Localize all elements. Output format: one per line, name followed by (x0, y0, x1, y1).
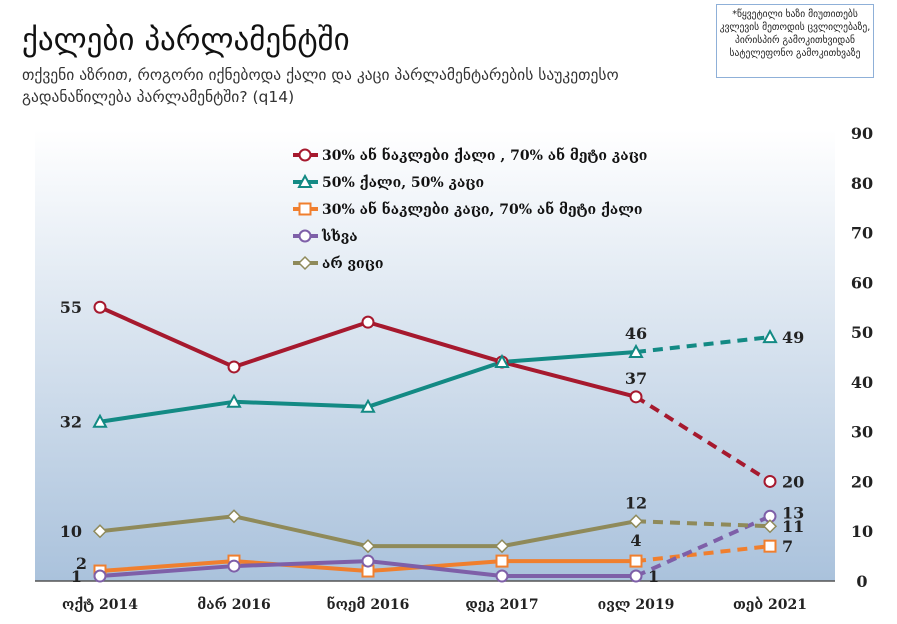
y-tick-label: 40 (851, 373, 873, 392)
x-tick-label: დეკ 2017 (465, 597, 538, 613)
data-point (629, 569, 643, 583)
data-label: 37 (625, 369, 647, 388)
data-label: 20 (782, 472, 804, 491)
series-dashed-line (635, 335, 771, 355)
data-point (92, 413, 108, 428)
data-point (494, 353, 510, 368)
x-tick-label: ნოემ 2016 (327, 596, 410, 613)
data-label: 32 (60, 413, 82, 432)
legend-marker (297, 255, 313, 271)
data-point (227, 360, 241, 374)
data-label: 46 (625, 324, 647, 343)
plot-area (35, 130, 835, 581)
legend-marker (298, 148, 312, 162)
data-label: 1 (648, 567, 659, 586)
data-point (494, 539, 510, 554)
data-label: 49 (782, 328, 804, 347)
data-label: 55 (60, 298, 82, 317)
y-tick-label: 30 (851, 423, 873, 442)
legend-label: არ ვიცი (322, 256, 383, 272)
data-point (495, 569, 509, 583)
series-dashed-line (635, 519, 771, 529)
data-label: 12 (625, 493, 647, 512)
legend-label: 30% ან ნაკლები ქალი , 70% ან მეტი კაცი (322, 147, 647, 164)
data-point (361, 315, 375, 329)
data-label: 2 (76, 554, 87, 573)
y-tick-label: 10 (851, 522, 873, 541)
y-tick-label: 60 (851, 273, 873, 292)
y-tick-label: 80 (851, 174, 873, 193)
legend-label: 50% ქალი, 50% კაცი (322, 175, 484, 191)
series-dashed-line (634, 395, 772, 484)
x-tick-label: მარ 2016 (197, 597, 270, 613)
data-point (93, 569, 107, 583)
data-label: 13 (782, 503, 804, 522)
data-label: 11 (782, 517, 804, 536)
page-title: ქალები პარლამენტში (22, 22, 350, 58)
legend-label: 30% ან ნაკლები კაცი, 70% ან მეტი ქალი (322, 201, 643, 218)
legend-marker (297, 173, 313, 188)
data-point (361, 554, 375, 568)
data-label: 1 (71, 567, 82, 586)
x-tick-label: ოქტ 2014 (62, 597, 138, 613)
data-point (92, 524, 108, 539)
data-point (226, 393, 242, 408)
y-tick-label: 0 (856, 572, 867, 591)
data-point (227, 559, 241, 573)
legend-marker (298, 202, 312, 216)
data-label: 4 (630, 531, 641, 550)
data-point (226, 509, 242, 524)
data-point (762, 329, 778, 344)
data-point (360, 398, 376, 413)
data-label: 7 (782, 537, 793, 556)
y-tick-label: 20 (851, 472, 873, 491)
series-dashed-line (635, 544, 771, 564)
data-point (629, 554, 643, 568)
y-tick-label: 70 (851, 224, 873, 243)
data-point (628, 514, 644, 529)
x-tick-label: ივლ 2019 (598, 597, 675, 613)
data-point (762, 519, 778, 534)
data-point (628, 343, 644, 359)
legend-marker (298, 229, 312, 243)
data-point (763, 539, 777, 553)
data-point (763, 474, 777, 488)
data-point (495, 554, 509, 568)
data-point (360, 539, 376, 554)
method-note: *წყვეტილი ხაზი მიუთითებს კვლევის მეთოდის… (716, 4, 874, 78)
y-tick-label: 90 (851, 124, 873, 143)
legend-label: სხვა (321, 229, 358, 245)
data-label: 10 (60, 522, 82, 541)
question-subtitle: თქვენი აზრით, როგორი იქნებოდა ქალი და კა… (22, 66, 619, 106)
data-point (629, 390, 643, 404)
x-tick-label: თებ 2021 (733, 597, 807, 613)
y-tick-label: 50 (851, 323, 873, 342)
data-point (93, 300, 107, 314)
